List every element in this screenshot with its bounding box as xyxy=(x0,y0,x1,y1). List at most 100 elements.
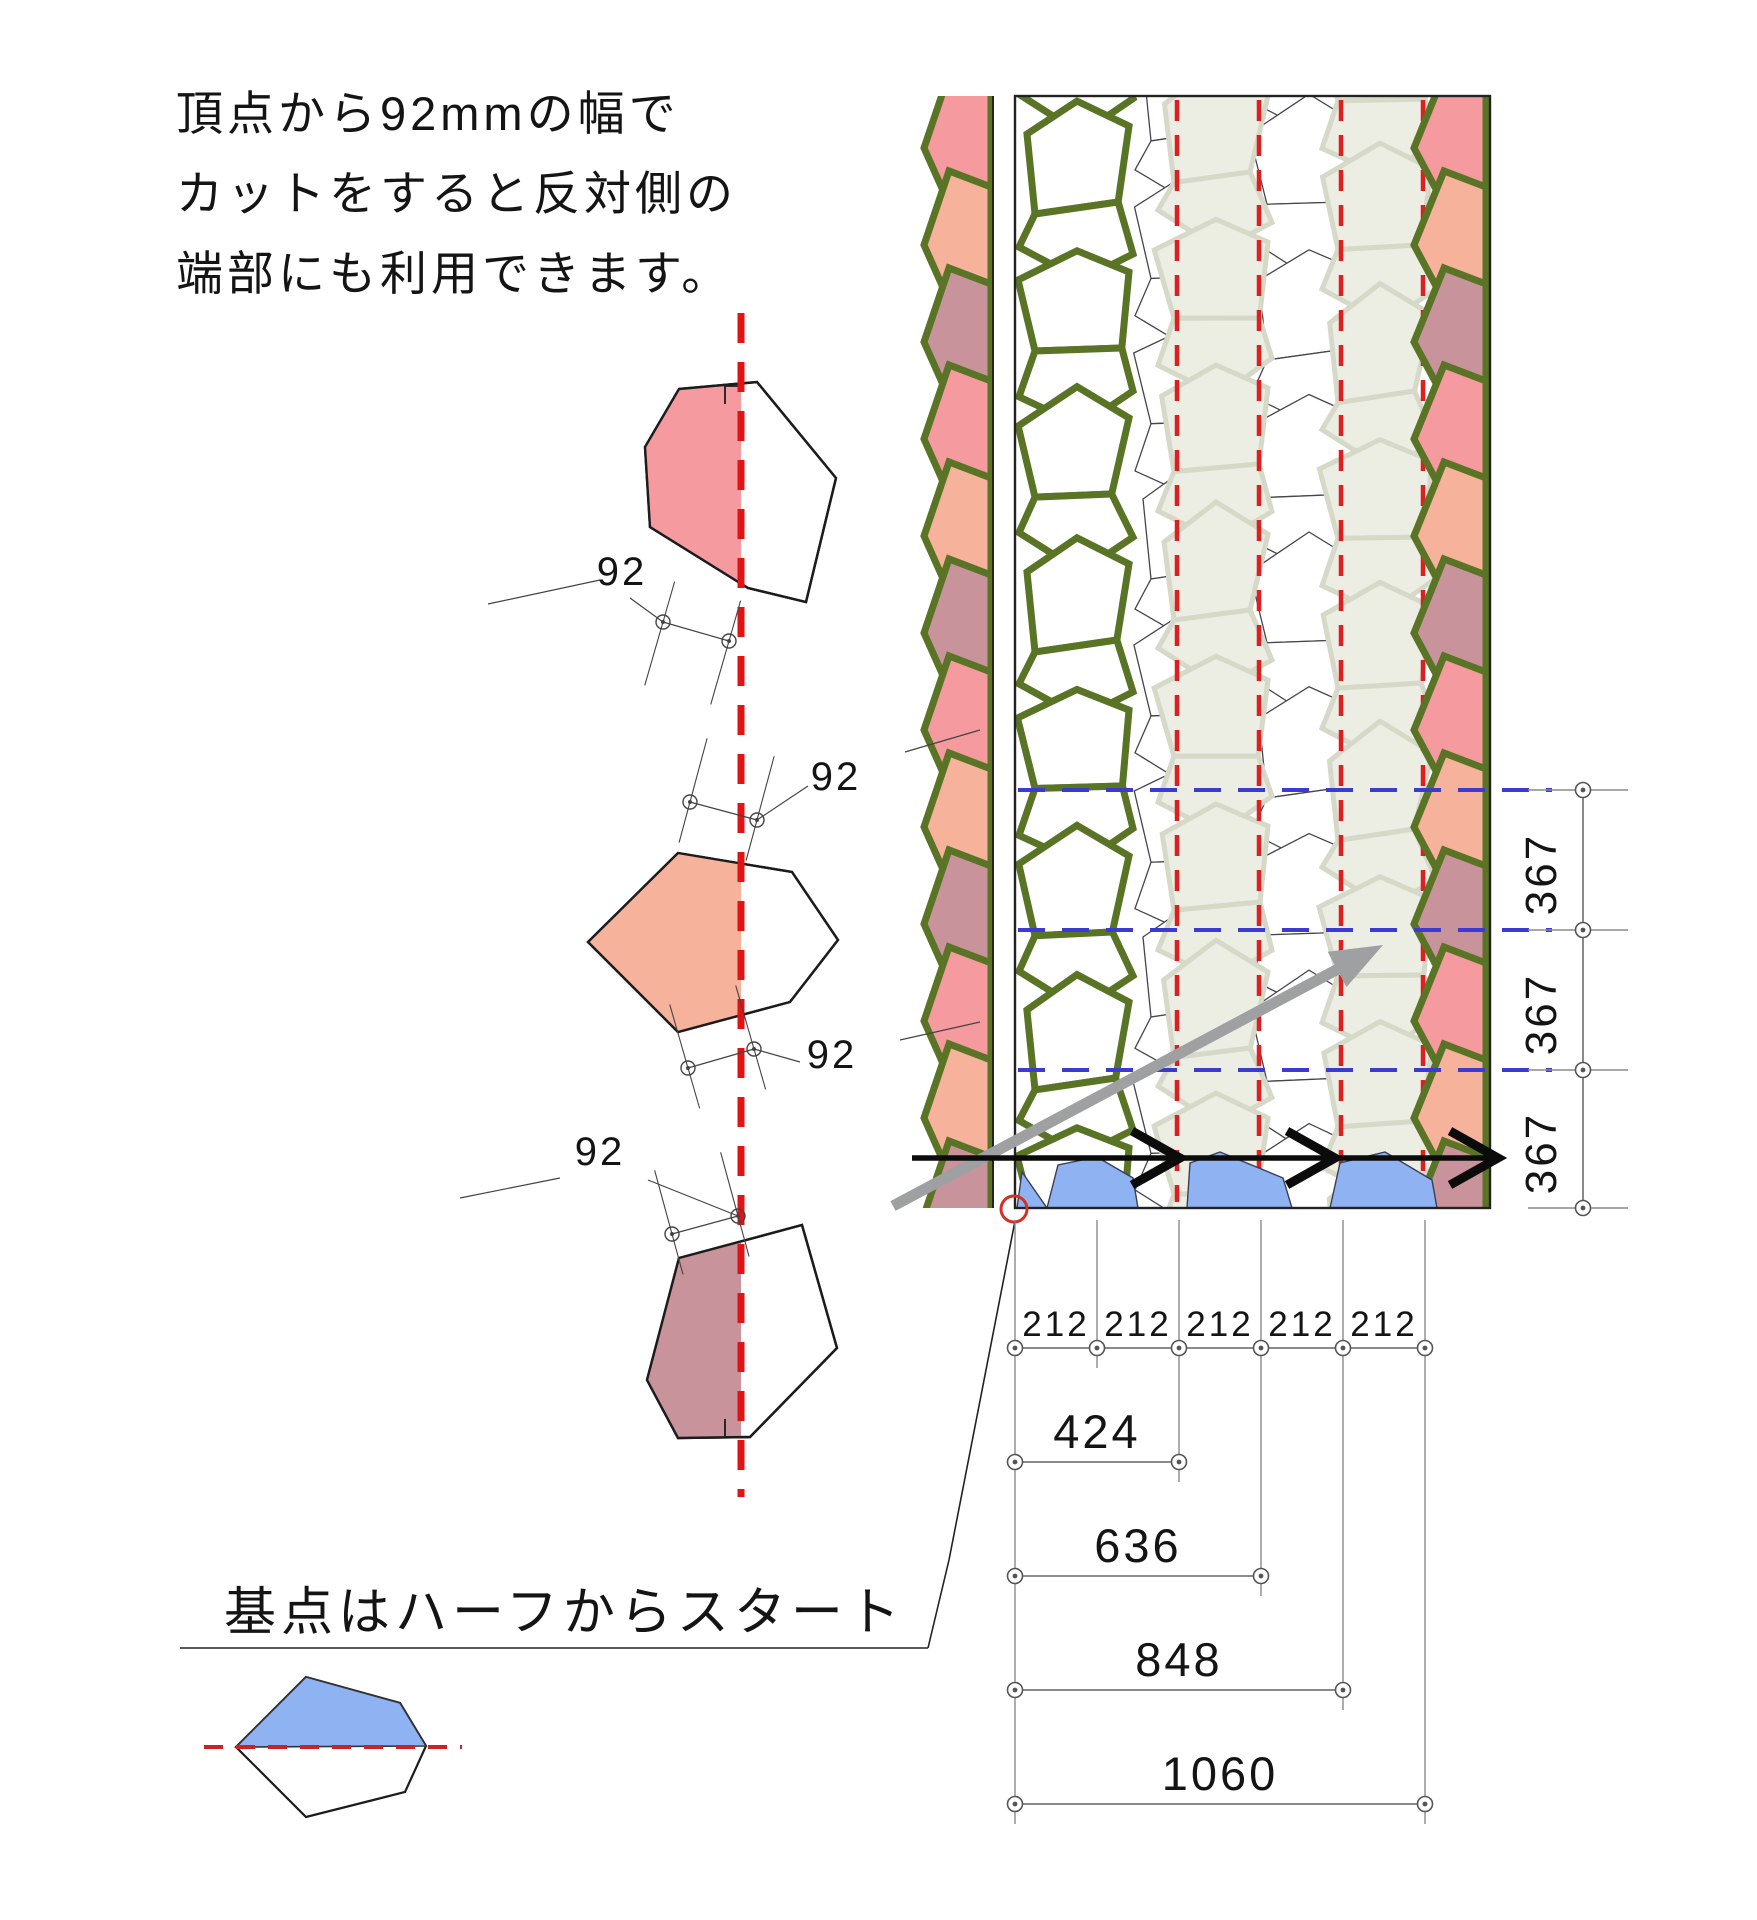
dim-tick-dot xyxy=(1580,1205,1586,1211)
diagonal-direction-arrow xyxy=(890,954,1360,1211)
arrow-chevron xyxy=(1129,1127,1190,1189)
right-angle-mark xyxy=(724,385,743,404)
strip-tile xyxy=(920,360,993,500)
dim-tick-dot xyxy=(1012,1573,1018,1579)
annotation-span xyxy=(671,1215,739,1235)
edge-tile xyxy=(1015,246,1133,355)
mesh-tile xyxy=(1135,1443,1249,1521)
dim-tick-dot xyxy=(1340,1687,1346,1693)
annotation-ext xyxy=(710,600,742,705)
mesh-tile xyxy=(1018,0,1129,59)
edge-tile xyxy=(1015,685,1133,793)
strip-tile xyxy=(920,457,993,597)
arrow-chevron xyxy=(1284,1127,1345,1189)
colored-edge-tile xyxy=(1410,651,1490,791)
instruction-text: 頂点から92mmの幅で カットをすると反対側の 端部にも利用できます。 xyxy=(176,87,737,300)
dim-label-span: 1060 xyxy=(1162,1747,1279,1800)
dim-tick-dot xyxy=(1258,1345,1264,1351)
dim-tick-dot xyxy=(1012,1687,1018,1693)
dim-tick-dot xyxy=(1176,1459,1182,1465)
annotation-leader xyxy=(629,597,664,623)
demo-pentagon-bottom-outline xyxy=(645,1223,839,1440)
annotation-span xyxy=(662,621,730,642)
dim-label-367: 367 xyxy=(1517,973,1566,1055)
mesh-tile xyxy=(1251,1370,1365,1448)
edge-tile xyxy=(1015,821,1133,940)
strip-tile xyxy=(920,651,993,791)
half-start-pentagon-blue xyxy=(234,1676,428,1748)
blue-start-tile xyxy=(1046,1156,1139,1208)
mesh-tile xyxy=(1367,1443,1481,1521)
dim-label-212: 212 xyxy=(1268,1305,1335,1344)
annotation-ext xyxy=(678,738,708,843)
annotation-ext xyxy=(644,581,676,686)
beige-tile-column xyxy=(1322,1413,1436,1491)
cut-width-label: 92 xyxy=(575,1130,626,1174)
annotation-point xyxy=(749,812,765,828)
annotation-ext xyxy=(735,985,767,1090)
dim-label-212: 212 xyxy=(1104,1305,1171,1344)
annotation-point-dot xyxy=(736,1214,740,1218)
right-angle-mark xyxy=(724,1419,743,1438)
cut-width-annotation: 92 xyxy=(678,729,981,861)
demo-pentagon-top-colored-half xyxy=(645,383,741,584)
dim-label-span: 636 xyxy=(1094,1519,1181,1572)
annotation-point-dot xyxy=(688,800,692,804)
strip-tile xyxy=(920,263,993,403)
annotation-tail xyxy=(904,729,981,753)
panel-border xyxy=(1013,94,1492,1210)
cut-width-annotation: 92 xyxy=(669,985,981,1109)
edge-tile xyxy=(1023,533,1133,656)
dimensions: 367 367 367 212 212 212 212 212 424 636 848 1060 xyxy=(1006,781,1628,1824)
annotation-point-dot xyxy=(670,1232,674,1236)
annotation-point xyxy=(730,1208,746,1224)
annotation-ext xyxy=(669,1004,701,1109)
blue-start-tile xyxy=(1186,1151,1293,1208)
dim-tick-dot xyxy=(1176,1345,1182,1351)
annotation-tail xyxy=(459,1177,561,1199)
dim-label-span: 848 xyxy=(1135,1633,1222,1686)
annotation-point xyxy=(682,794,698,810)
demo-pentagon-middle-outline xyxy=(586,851,840,1034)
annotation-span xyxy=(689,801,758,821)
beige-tile-column xyxy=(1161,96,1271,186)
mesh-tile xyxy=(1143,1342,1245,1455)
mesh-tile xyxy=(1175,1199,1215,1208)
panel-left-edge-tiles xyxy=(1015,0,1138,1208)
edge-tile xyxy=(1018,0,1129,59)
annotation-span xyxy=(687,1048,755,1069)
dim-tick-dot xyxy=(1580,787,1586,793)
dim-tick-dot xyxy=(1580,1067,1586,1073)
colored-edge-tile xyxy=(1410,748,1490,888)
demo-pentagon-top-outline xyxy=(643,380,838,604)
strip-tile xyxy=(920,942,993,1082)
beige-tile-column xyxy=(1151,216,1271,321)
annotation-point-dot xyxy=(752,1047,756,1051)
dim-tick-dot xyxy=(1340,1345,1346,1351)
diagonal-arrow-head xyxy=(1327,945,1383,988)
colored-edge-tile xyxy=(1410,942,1490,1082)
dim-label-span: 424 xyxy=(1053,1405,1140,1458)
annotation-point xyxy=(655,614,671,630)
strip-tile xyxy=(920,1039,993,1179)
annotation-leader xyxy=(756,785,809,821)
beige-tile-column xyxy=(1199,96,1239,107)
demo-pentagon-middle-colored-half xyxy=(588,853,741,1032)
dim-tick-dot xyxy=(1422,1801,1428,1807)
arrow-chevron xyxy=(1447,1127,1508,1189)
edge-tile xyxy=(1023,97,1133,218)
edge-tile xyxy=(1023,970,1133,1094)
colored-edge-tile xyxy=(1410,554,1490,694)
mesh-tile xyxy=(1366,1347,1477,1446)
annotation-leader xyxy=(647,1179,739,1217)
annotation-point xyxy=(680,1060,696,1076)
dim-tick-dot xyxy=(1012,1345,1018,1351)
annotation-point-dot xyxy=(755,818,759,822)
colored-edge-tile xyxy=(1410,457,1490,597)
colored-edge-tile xyxy=(1410,263,1490,403)
dim-tick-dot xyxy=(1580,927,1586,933)
cut-width-annotation: 92 xyxy=(487,550,742,705)
beige-tile-column xyxy=(1151,653,1271,759)
blue-start-tile xyxy=(1329,1151,1438,1208)
